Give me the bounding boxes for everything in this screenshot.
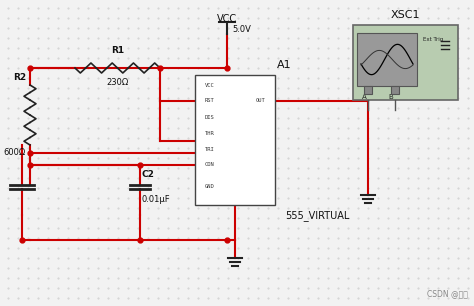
Text: 600Ω: 600Ω <box>4 148 26 157</box>
Text: 0.01μF: 0.01μF <box>142 195 171 204</box>
Text: VCC: VCC <box>217 14 237 24</box>
FancyBboxPatch shape <box>357 33 417 86</box>
Text: R1: R1 <box>111 46 124 55</box>
Text: OUT: OUT <box>255 99 265 103</box>
Text: CSDN @牛线: CSDN @牛线 <box>427 289 468 298</box>
FancyBboxPatch shape <box>353 25 458 100</box>
Text: TRI: TRI <box>205 147 215 151</box>
Text: THR: THR <box>205 131 215 136</box>
Text: A: A <box>362 94 366 100</box>
Text: RST: RST <box>205 99 215 103</box>
Text: 5.0V: 5.0V <box>232 25 251 34</box>
Text: 555_VIRTUAL: 555_VIRTUAL <box>285 210 349 221</box>
FancyBboxPatch shape <box>195 75 275 205</box>
Text: C2: C2 <box>142 170 155 179</box>
Bar <box>391 86 399 94</box>
Text: DIS: DIS <box>205 115 215 120</box>
Text: VCC: VCC <box>205 83 215 88</box>
Text: B: B <box>389 94 393 100</box>
Text: CON: CON <box>205 162 215 167</box>
Text: R2: R2 <box>13 73 26 82</box>
Text: Ext Trig: Ext Trig <box>423 37 443 42</box>
Text: GND: GND <box>205 184 215 189</box>
Text: XSC1: XSC1 <box>391 10 420 20</box>
Text: A1: A1 <box>277 60 292 70</box>
Text: 230Ω: 230Ω <box>106 78 128 87</box>
Bar <box>364 86 372 94</box>
